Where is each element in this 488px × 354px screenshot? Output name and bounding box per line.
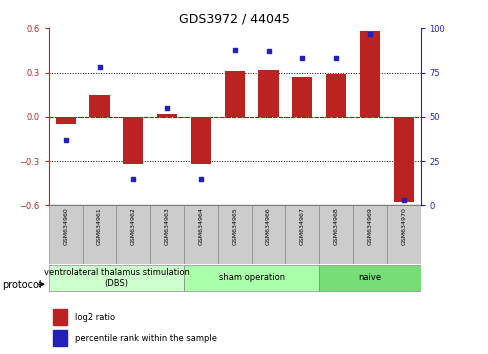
Point [129, 176, 137, 182]
Bar [116, 205, 150, 264]
Text: log2 ratio: log2 ratio [75, 313, 115, 322]
Point [96, 64, 103, 70]
Text: GSM634966: GSM634966 [265, 207, 270, 245]
Text: GSM634960: GSM634960 [63, 207, 68, 245]
Text: GSM634970: GSM634970 [400, 207, 406, 245]
Bar [89, 95, 109, 117]
Text: GSM634969: GSM634969 [366, 207, 371, 245]
Text: GSM634964: GSM634964 [198, 207, 203, 245]
Point [197, 176, 204, 182]
Text: naive: naive [358, 273, 381, 282]
Text: GSM634962: GSM634962 [131, 207, 136, 245]
Bar [190, 117, 211, 164]
Text: GSM634965: GSM634965 [232, 207, 237, 245]
Bar [224, 71, 244, 117]
Text: GSM634963: GSM634963 [164, 207, 169, 245]
Bar [319, 265, 420, 291]
Bar [56, 117, 76, 124]
Bar [53, 309, 67, 325]
Bar [49, 265, 183, 291]
Bar [53, 330, 67, 346]
Point [230, 47, 238, 52]
Bar [49, 205, 82, 264]
Bar [352, 205, 386, 264]
Bar [285, 205, 319, 264]
Text: sham operation: sham operation [218, 273, 284, 282]
Bar [359, 31, 379, 117]
Bar [217, 205, 251, 264]
Point [264, 48, 272, 54]
Bar [386, 205, 420, 264]
Bar [157, 114, 177, 117]
Bar [82, 205, 116, 264]
Bar [123, 117, 143, 164]
Bar [325, 74, 346, 117]
Point [298, 56, 305, 61]
Bar [291, 77, 312, 117]
Text: percentile rank within the sample: percentile rank within the sample [75, 333, 217, 343]
Title: GDS3972 / 44045: GDS3972 / 44045 [179, 13, 289, 26]
Bar [319, 205, 352, 264]
Point [365, 31, 373, 36]
Point [331, 56, 339, 61]
Bar [150, 205, 183, 264]
Point [62, 137, 70, 143]
Text: GSM634961: GSM634961 [97, 207, 102, 245]
Bar [251, 205, 285, 264]
Text: GSM634968: GSM634968 [333, 207, 338, 245]
Text: GSM634967: GSM634967 [299, 207, 304, 245]
Point [163, 105, 171, 111]
Bar [393, 117, 413, 202]
Text: protocol: protocol [2, 280, 42, 290]
Bar [183, 205, 217, 264]
Text: ventrolateral thalamus stimulation
(DBS): ventrolateral thalamus stimulation (DBS) [43, 268, 189, 287]
Bar [183, 265, 319, 291]
Point [399, 197, 407, 203]
Bar [258, 70, 278, 117]
